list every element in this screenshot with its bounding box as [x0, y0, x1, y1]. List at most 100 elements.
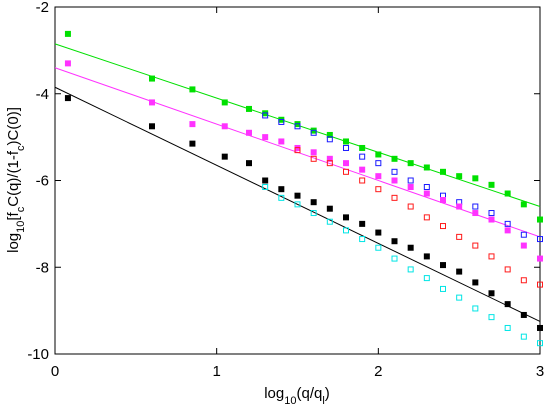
marker — [343, 214, 349, 221]
marker — [326, 131, 333, 138]
marker — [343, 160, 349, 167]
marker — [359, 236, 366, 243]
marker — [310, 149, 317, 156]
marker — [472, 203, 479, 210]
y-label-part: log — [5, 233, 22, 253]
marker — [456, 294, 463, 301]
marker — [246, 160, 252, 167]
marker — [246, 129, 252, 136]
fit-line — [54, 86, 541, 322]
marker — [391, 255, 398, 262]
marker — [294, 192, 301, 199]
y-tick-label: -10 — [27, 346, 49, 363]
y-label-part: [f — [5, 211, 22, 220]
marker — [504, 190, 511, 197]
marker — [407, 184, 414, 191]
marker — [359, 177, 366, 184]
marker — [343, 168, 349, 175]
marker — [149, 99, 155, 106]
marker — [359, 166, 366, 173]
marker — [520, 333, 527, 340]
marker — [407, 266, 414, 273]
marker — [504, 324, 511, 331]
marker — [472, 305, 479, 312]
marker — [407, 203, 414, 210]
marker — [504, 266, 511, 273]
marker — [423, 214, 430, 221]
marker — [326, 160, 333, 167]
marker — [504, 301, 511, 308]
marker — [64, 60, 71, 67]
marker — [375, 244, 382, 251]
marker — [359, 220, 366, 227]
marker — [294, 123, 301, 130]
marker — [537, 216, 543, 223]
marker — [537, 236, 543, 243]
x-label-part: 10 — [284, 395, 296, 407]
marker — [262, 177, 269, 184]
marker — [456, 203, 463, 210]
marker — [520, 277, 527, 284]
marker — [310, 210, 317, 217]
marker — [246, 105, 252, 112]
x-tick-label: 1 — [212, 363, 220, 380]
marker — [391, 177, 398, 184]
marker — [262, 184, 269, 191]
x-axis-label: log10(q/ql) — [264, 385, 330, 407]
marker — [262, 112, 269, 119]
marker — [440, 197, 446, 204]
marker — [520, 231, 527, 238]
x-label-part: (q/q — [296, 385, 322, 402]
y-label-part: )C(0)] — [5, 107, 22, 145]
marker — [537, 340, 543, 347]
marker — [520, 242, 527, 249]
marker — [537, 255, 543, 262]
y-label-part: 10 — [15, 221, 27, 233]
marker — [504, 220, 511, 227]
marker — [189, 86, 196, 93]
x-tick-label: 3 — [536, 363, 544, 380]
marker — [488, 314, 495, 321]
marker — [440, 168, 446, 175]
marker — [456, 268, 463, 275]
marker — [391, 155, 398, 162]
marker — [64, 95, 71, 102]
marker — [343, 227, 349, 234]
marker — [456, 233, 463, 240]
marker — [149, 123, 155, 130]
marker — [440, 223, 446, 230]
marker — [520, 311, 527, 318]
marker — [189, 121, 196, 128]
y-tick-label: -2 — [36, 0, 49, 16]
marker — [537, 281, 543, 288]
marker — [149, 75, 155, 82]
marker — [294, 147, 301, 154]
y-tick-label: -4 — [36, 86, 49, 103]
marker — [262, 134, 269, 141]
y-tick-label: -8 — [36, 259, 49, 276]
marker — [375, 229, 382, 236]
marker — [391, 168, 398, 175]
marker — [407, 244, 414, 251]
marker — [423, 164, 430, 171]
marker — [407, 177, 414, 184]
marker — [278, 186, 285, 193]
marker — [278, 194, 285, 201]
marker — [278, 138, 285, 145]
x-tick-label: 0 — [51, 363, 59, 380]
marker — [456, 173, 463, 180]
marker — [310, 155, 317, 162]
y-label-part: c — [15, 206, 27, 212]
y-label-part: C(q)/(1-f — [5, 150, 22, 207]
marker — [440, 285, 446, 292]
marker — [221, 153, 228, 160]
marker — [472, 210, 479, 217]
y-tick-label: -6 — [36, 173, 49, 190]
marker — [64, 30, 71, 37]
marker — [423, 253, 430, 260]
marker — [504, 227, 511, 234]
marker — [488, 290, 495, 297]
marker — [488, 181, 495, 188]
marker — [488, 210, 495, 217]
